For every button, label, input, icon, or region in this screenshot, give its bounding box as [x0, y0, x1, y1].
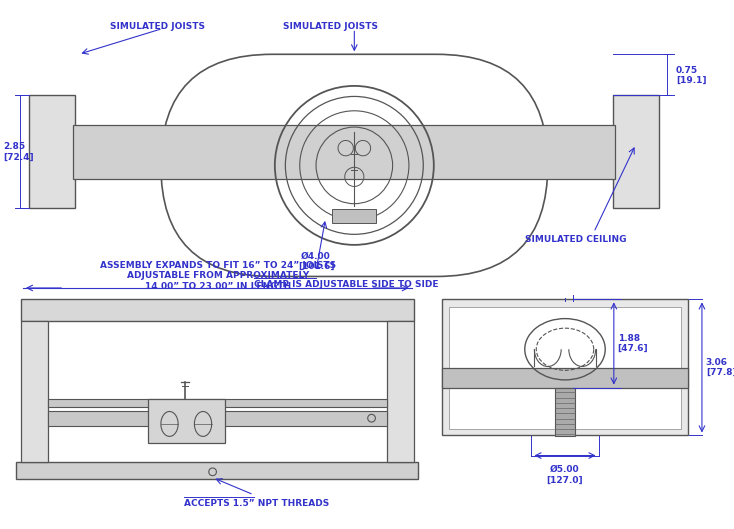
Text: ASSEMBLY EXPANDS TO FIT 16” TO 24” JOISTS
ADJUSTABLE FROM APPROXIMATELY
14.00” T: ASSEMBLY EXPANDS TO FIT 16” TO 24” JOIST…	[101, 261, 336, 291]
Text: 0.75
[19.1]: 0.75 [19.1]	[676, 66, 707, 85]
Bar	[613, 95, 659, 208]
Bar	[21, 299, 414, 321]
Text: 1.88
[47.6]: 1.88 [47.6]	[618, 334, 648, 353]
Bar	[48, 411, 387, 426]
Text: CLAMP IS ADJUSTABLE SIDE TO SIDE: CLAMP IS ADJUSTABLE SIDE TO SIDE	[254, 280, 438, 289]
Text: Ø4.00
[101.6]: Ø4.00 [101.6]	[298, 252, 334, 271]
Bar	[73, 125, 615, 179]
Text: 3.06
[77.8]: 3.06 [77.8]	[706, 358, 734, 377]
Bar	[333, 209, 377, 223]
Bar	[387, 321, 414, 462]
Text: SIMULATED JOISTS: SIMULATED JOISTS	[283, 22, 377, 31]
Bar	[16, 462, 418, 479]
Bar	[21, 321, 48, 462]
Bar	[29, 95, 75, 208]
Bar	[449, 307, 681, 428]
Bar	[556, 388, 575, 436]
Text: SIMULATED CEILING: SIMULATED CEILING	[525, 235, 626, 244]
Text: ACCEPTS 1.5” NPT THREADS: ACCEPTS 1.5” NPT THREADS	[184, 499, 329, 508]
Text: 2.85
[72.4]: 2.85 [72.4]	[3, 142, 34, 162]
Bar	[443, 299, 688, 435]
Bar	[148, 399, 225, 443]
Bar	[443, 368, 688, 388]
FancyBboxPatch shape	[161, 54, 548, 277]
Text: Ø5.00
[127.0]: Ø5.00 [127.0]	[547, 465, 584, 485]
Text: SIMULATED JOISTS: SIMULATED JOISTS	[110, 22, 205, 31]
Bar	[48, 399, 387, 407]
